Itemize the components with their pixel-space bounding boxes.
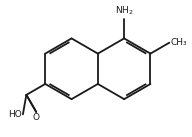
Text: NH$_2$: NH$_2$ bbox=[115, 5, 133, 17]
Text: O: O bbox=[33, 113, 40, 122]
Text: CH₃: CH₃ bbox=[171, 38, 188, 47]
Text: HO: HO bbox=[8, 110, 21, 119]
